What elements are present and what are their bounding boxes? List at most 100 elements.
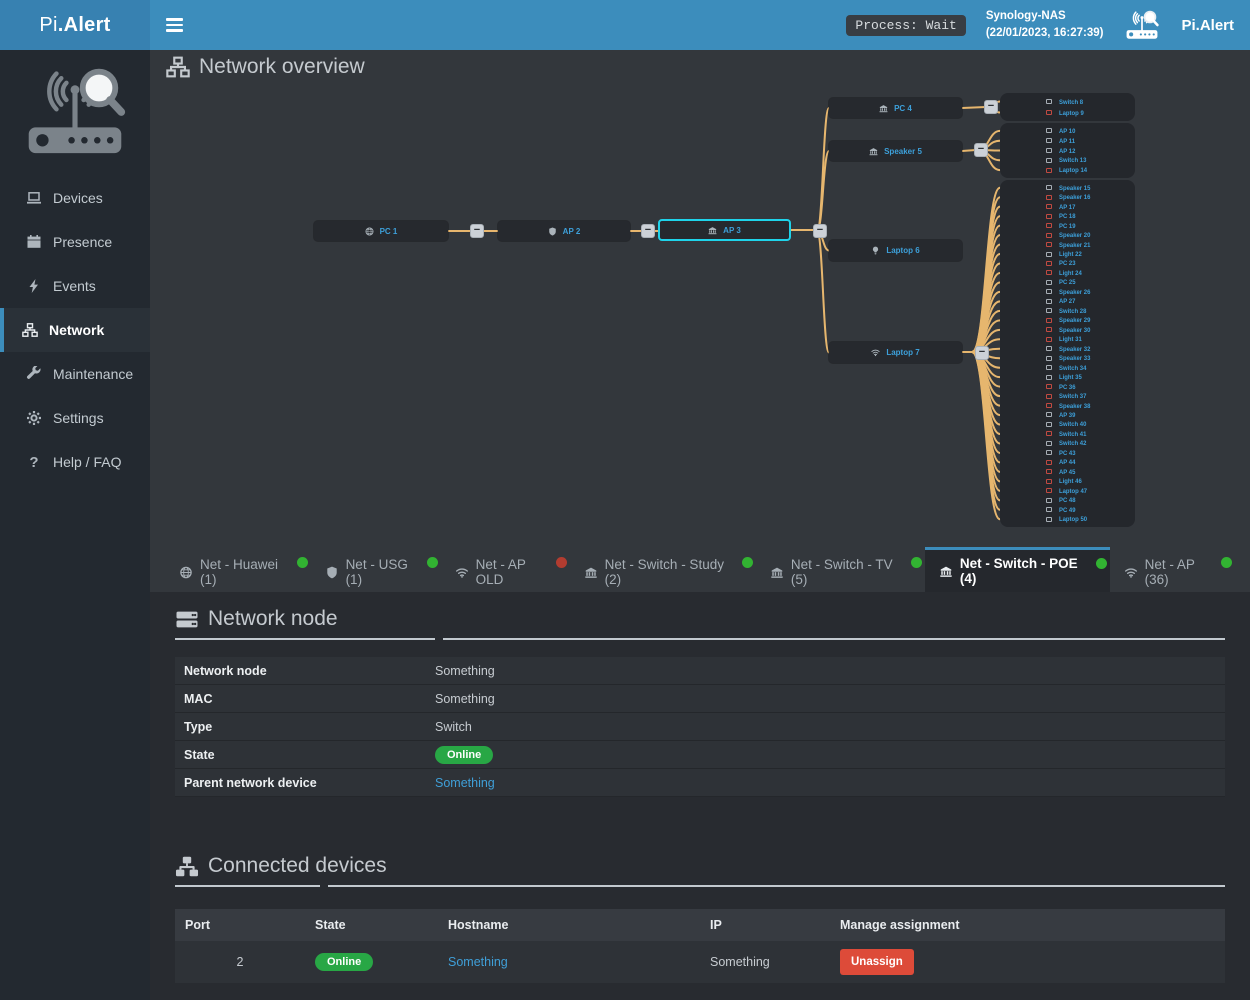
parent-device-link[interactable]: Something [435,775,495,790]
collapse-button[interactable]: − [813,224,827,238]
collapse-button[interactable]: − [975,346,989,360]
device-icon [1046,138,1052,144]
node-label: Speaker 5 [884,146,922,156]
leaf-device-speaker-16[interactable]: Speaker 16 [1000,192,1135,201]
leaf-device-speaker-29[interactable]: Speaker 29 [1000,316,1135,325]
diagram-node-laptop-6[interactable]: Laptop 6 [829,240,962,261]
sidebar-menu: Devices Presence Events Network Maintenance S… [0,176,150,484]
leaf-device-switch-37[interactable]: Switch 37 [1000,391,1135,400]
leaf-label: Speaker 29 [1059,316,1091,324]
sidebar-item-label: Devices [53,190,103,206]
leaf-device-light-22[interactable]: Light 22 [1000,249,1135,258]
leaf-device-speaker-20[interactable]: Speaker 20 [1000,230,1135,239]
leaf-device-pc-25[interactable]: PC 25 [1000,278,1135,287]
sidebar-item-events[interactable]: Events [0,264,150,308]
leaf-device-ap-17[interactable]: AP 17 [1000,202,1135,211]
diagram-node-pc-1[interactable]: PC 1 [314,221,448,241]
collapse-button[interactable]: − [641,224,655,238]
leaf-device-pc-36[interactable]: PC 36 [1000,382,1135,391]
tab-net-ap-36[interactable]: Net - AP (36) [1110,552,1235,592]
leaf-device-switch-28[interactable]: Switch 28 [1000,306,1135,315]
leaf-device-pc-18[interactable]: PC 18 [1000,211,1135,220]
leaf-device-light-31[interactable]: Light 31 [1000,335,1135,344]
brand-text-bold: .Alert [57,13,111,36]
brand-logo[interactable]: Pi .Alert [0,0,150,50]
leaf-label: Speaker 38 [1059,402,1091,409]
leaf-device-pc-49[interactable]: PC 49 [1000,505,1135,514]
leaf-device-ap-39[interactable]: AP 39 [1000,410,1135,419]
tab-label: Net - AP (36) [1144,557,1195,587]
collapse-button[interactable]: − [470,224,484,238]
leaf-label: Speaker 20 [1059,231,1091,239]
leaf-device-laptop-50[interactable]: Laptop 50 [1000,514,1135,523]
leaf-device-switch-41[interactable]: Switch 41 [1000,429,1135,438]
wifi-icon [455,566,469,579]
tab-net-switch-tv-5[interactable]: Net - Switch - TV (5) [756,552,925,592]
info-row-mac: MAC Something [175,685,1225,713]
section-title-text: Network node [208,607,338,630]
leaf-device-speaker-15[interactable]: Speaker 15 [1000,183,1135,192]
diagram-node-ap-2[interactable]: AP 2 [498,221,630,241]
collapse-button[interactable]: − [984,100,998,114]
leaf-label: Switch 34 [1059,364,1087,371]
tab-net-switch-poe-4[interactable]: Net - Switch - POE (4) [924,547,1110,592]
device-icon [1046,346,1052,352]
leaf-device-speaker-21[interactable]: Speaker 21 [1000,240,1135,249]
diagram-node-laptop-7[interactable]: Laptop 7 [829,342,962,363]
leaf-device-pc-23[interactable]: PC 23 [1000,259,1135,268]
leaf-device-ap-11[interactable]: AP 11 [1000,136,1135,146]
sidebar-item-network[interactable]: Network [0,308,150,352]
leaf-device-ap-10[interactable]: AP 10 [1000,126,1135,136]
leaf-device-speaker-38[interactable]: Speaker 38 [1000,401,1135,410]
leaf-device-pc-19[interactable]: PC 19 [1000,221,1135,230]
tab-net-huawei-1[interactable]: Net - Huawei (1) [165,552,311,592]
connected-devices-section-title: Connected devices [175,854,1250,878]
tab-net-usg-1[interactable]: Net - USG (1) [311,552,441,592]
bank-icon [939,565,953,578]
leaf-device-laptop-47[interactable]: Laptop 47 [1000,486,1135,495]
sidebar-item-devices[interactable]: Devices [0,176,150,220]
leaf-device-speaker-33[interactable]: Speaker 33 [1000,353,1135,362]
tab-net-ap-old[interactable]: Net - AP OLD [441,552,570,592]
leaf-device-speaker-32[interactable]: Speaker 32 [1000,344,1135,353]
leaf-label: Switch 37 [1059,392,1087,400]
tab-net-switch-study-2[interactable]: Net - Switch - Study (2) [570,552,756,592]
leaf-device-ap-27[interactable]: AP 27 [1000,297,1135,306]
leaf-device-light-46[interactable]: Light 46 [1000,477,1135,486]
collapse-button[interactable]: − [974,143,988,157]
leaf-device-pc-43[interactable]: PC 43 [1000,448,1135,457]
diagram-node-pc-4[interactable]: PC 4 [829,98,962,118]
device-icon [1046,440,1052,446]
leaf-device-switch-13[interactable]: Switch 13 [1000,155,1135,165]
leaf-device-speaker-26[interactable]: Speaker 26 [1000,287,1135,296]
leaf-device-ap-45[interactable]: AP 45 [1000,467,1135,476]
hostname-link[interactable]: Something [448,955,508,969]
leaf-device-laptop-14[interactable]: Laptop 14 [1000,165,1135,175]
field-label: Parent network device [184,775,317,790]
leaf-device-ap-44[interactable]: AP 44 [1000,458,1135,467]
leaf-device-switch-42[interactable]: Switch 42 [1000,439,1135,448]
sidebar-item-settings[interactable]: Settings [0,396,150,440]
hamburger-menu-button[interactable] [166,18,183,32]
device-icon [1046,157,1052,163]
leaf-device-laptop-9[interactable]: Laptop 9 [1000,107,1135,118]
device-icon [1046,336,1052,342]
field-value: Something [435,691,495,706]
leaf-device-pc-48[interactable]: PC 48 [1000,495,1135,504]
section-title-text: Connected devices [208,854,387,877]
leaf-device-switch-8[interactable]: Switch 8 [1000,96,1135,107]
leaf-device-light-35[interactable]: Light 35 [1000,372,1135,381]
diagram-node-ap-3[interactable]: AP 3 [658,219,791,241]
leaf-device-switch-34[interactable]: Switch 34 [1000,363,1135,372]
sidebar-item-maintenance[interactable]: Maintenance [0,352,150,396]
sidebar-item-help-faq[interactable]: ? Help / FAQ [0,440,150,484]
sidebar-item-presence[interactable]: Presence [0,220,150,264]
field-value: Something [435,663,495,678]
sidebar-item-label: Maintenance [53,366,134,382]
leaf-device-light-24[interactable]: Light 24 [1000,268,1135,277]
leaf-device-ap-12[interactable]: AP 12 [1000,146,1135,156]
leaf-device-switch-40[interactable]: Switch 40 [1000,420,1135,429]
leaf-device-speaker-30[interactable]: Speaker 30 [1000,325,1135,334]
diagram-node-speaker-5[interactable]: Speaker 5 [829,141,962,161]
unassign-button[interactable]: Unassign [840,949,914,975]
